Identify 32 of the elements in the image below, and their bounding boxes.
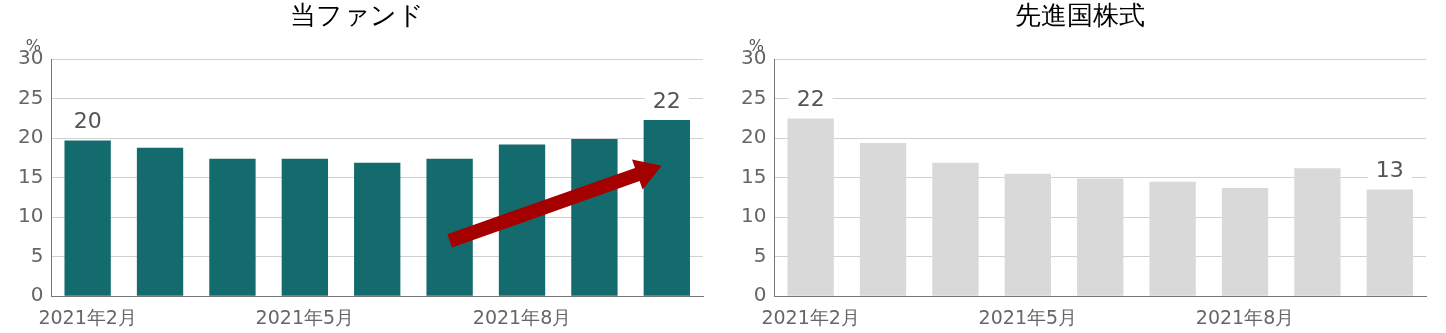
bar [281, 158, 328, 296]
bar [571, 138, 618, 296]
y-tick-label: 15 [18, 163, 44, 188]
y-tick-label: 25 [741, 84, 767, 109]
y-tick-label: 5 [30, 242, 44, 267]
y-tick-label: 0 [753, 282, 767, 307]
x-tick-label: 2021年2月 [38, 305, 137, 328]
chart-title: 当ファンド [289, 0, 424, 31]
data-label: 22 [652, 87, 681, 113]
y-tick-label: 5 [753, 242, 767, 267]
x-tick-label: 2021年8月 [472, 305, 572, 328]
data-label: 13 [1375, 157, 1404, 183]
y-tick-label: 20 [18, 124, 44, 149]
y-tick-label: 20 [741, 124, 767, 149]
data-label: 20 [73, 108, 102, 134]
bar [643, 120, 690, 296]
bar [64, 140, 111, 296]
x-tick-label: 2021年2月 [761, 305, 860, 328]
data-label: 22 [796, 86, 825, 112]
bar [209, 158, 256, 296]
x-tick-label: 2021年5月 [978, 305, 1078, 328]
bar [136, 147, 184, 296]
x-tick-label: 2021年8月 [1195, 305, 1295, 328]
x-tick-label: 2021年5月 [255, 305, 355, 328]
chart-title: 先進国株式 [1014, 0, 1145, 31]
bar [426, 158, 473, 296]
bar [354, 162, 401, 296]
y-tick-label: 15 [741, 163, 767, 188]
y-tick-label: 0 [30, 282, 44, 307]
y-tick-label: 25 [18, 84, 44, 109]
y-tick-label: 10 [741, 203, 767, 228]
y-tick-label: 10 [18, 203, 44, 228]
